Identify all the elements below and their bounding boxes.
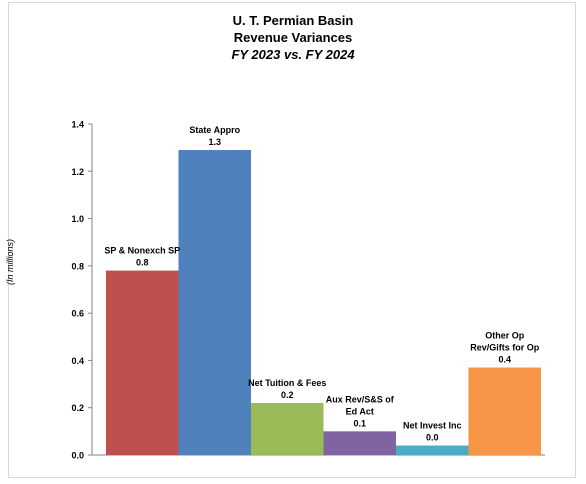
bar — [468, 367, 541, 455]
y-tick-label: 0.2 — [71, 403, 84, 413]
bar-category-label: Aux Rev/S&S of — [326, 394, 395, 404]
bar-category-label: Net Invest Inc — [403, 421, 462, 431]
bar-category-label: Ed Act — [346, 406, 374, 416]
chart-subtitle: FY 2023 vs. FY 2024 — [231, 47, 355, 62]
bar — [251, 402, 324, 455]
y-tick-label: 0.6 — [71, 309, 84, 319]
bar-category-label: Other Op — [485, 331, 525, 341]
bar — [323, 431, 396, 455]
bar — [178, 150, 251, 455]
y-tick-label: 1.0 — [71, 214, 84, 224]
bar-category-label: Net Tuition & Fees — [248, 378, 326, 388]
bar-value-label: 0.0 — [426, 433, 439, 443]
bar-value-label: 0.1 — [353, 418, 366, 428]
bar — [396, 445, 469, 455]
bar-category-label: SP & Nonexch SP — [104, 246, 180, 256]
bar-category-label: State Appro — [189, 125, 240, 135]
bars — [106, 150, 541, 455]
bar-value-label: 0.2 — [281, 390, 294, 400]
bar-value-label: 0.8 — [136, 258, 149, 268]
chart-title-line-2: Revenue Variances — [233, 30, 353, 45]
y-tick-label: 0.0 — [71, 451, 84, 461]
y-tick-label: 1.4 — [71, 120, 84, 130]
bar-labels: SP & Nonexch SP 0.8 State Appro 1.3 Net Tuit… — [104, 125, 539, 443]
chart-title-line-1: U. T. Permian Basin — [232, 13, 354, 28]
bar-value-label: 1.3 — [208, 137, 221, 147]
y-tick-label: 1.2 — [71, 167, 84, 177]
bar — [106, 270, 179, 455]
bar-category-label: Rev/Gifts for Op — [470, 343, 540, 353]
y-tick-label: 0.8 — [71, 261, 84, 271]
bar-value-label: 0.4 — [498, 355, 511, 365]
y-tick-label: 0.4 — [71, 356, 84, 366]
